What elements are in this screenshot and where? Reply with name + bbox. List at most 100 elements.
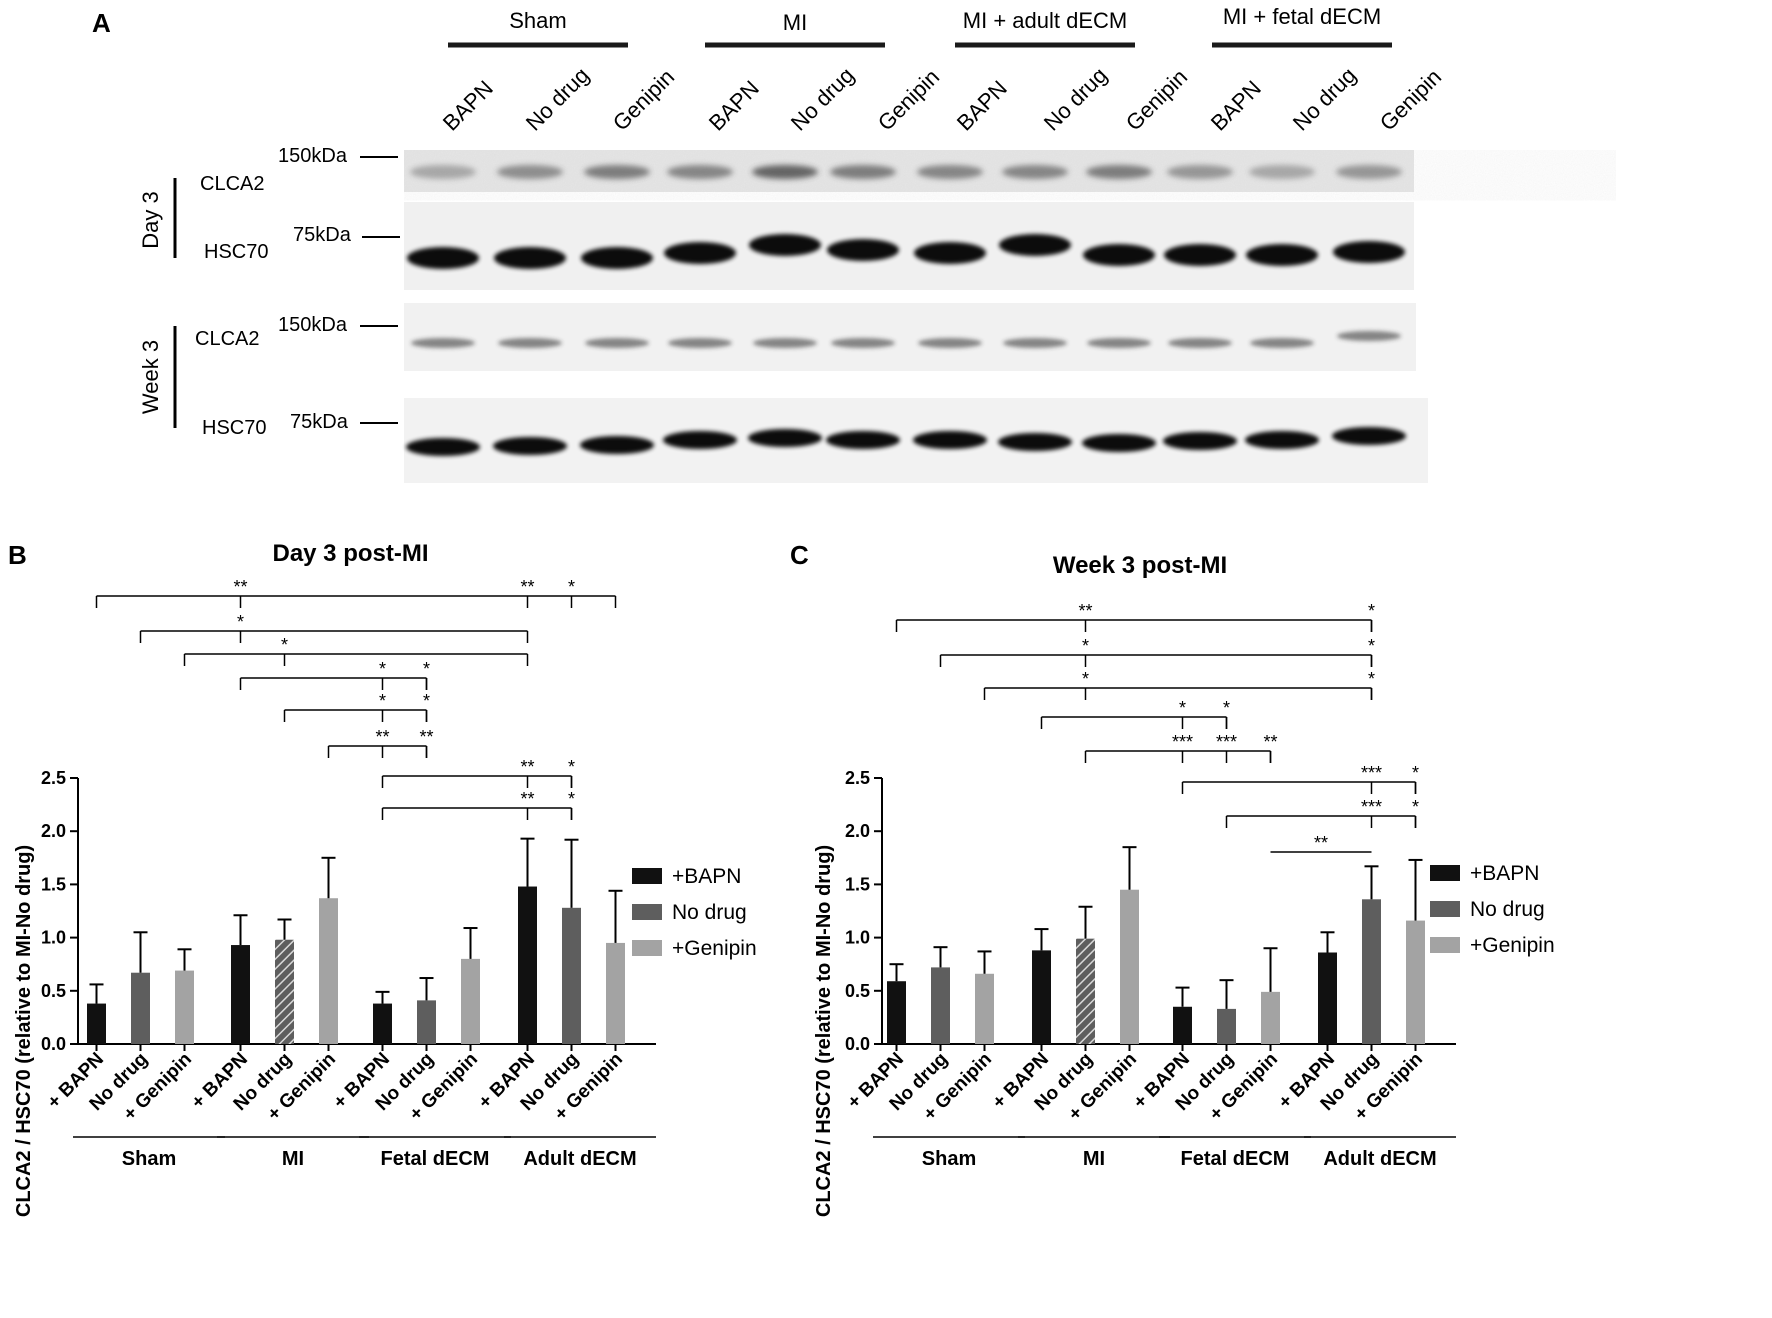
chart-b-title: Day 3 post-MI — [272, 540, 429, 567]
band-week3-clca2 — [831, 338, 895, 348]
sig-star: * — [1368, 601, 1375, 621]
header-fetal-decm: MI + fetal dECM — [1223, 4, 1381, 29]
band-day3-clca2 — [497, 165, 563, 179]
protein-day3-clca2: CLCA2 — [200, 173, 264, 195]
band-week3-hsc70 — [1332, 427, 1406, 445]
legend-label: No drug — [1470, 898, 1545, 921]
sig-star: ** — [419, 727, 433, 747]
western-blot-figure: Sham MI MI + adult dECM MI + fetal dECM … — [138, 4, 1446, 483]
band-week3-hsc70 — [748, 429, 822, 447]
group-label: Fetal dECM — [1181, 1148, 1290, 1170]
bar — [1318, 952, 1337, 1044]
group-label: MI — [282, 1148, 304, 1170]
bar — [887, 981, 906, 1044]
bar — [275, 939, 294, 1044]
band-week3-hsc70 — [663, 431, 737, 449]
y-axis-label: CLCA2 / HSC70 (relative to MI-No drug) — [813, 845, 835, 1217]
band-week3-clca2 — [585, 338, 649, 348]
sig-star: * — [1223, 698, 1230, 718]
band-week3-hsc70 — [1163, 432, 1237, 450]
bar — [1217, 1008, 1236, 1044]
blot-bands — [406, 165, 1406, 456]
band-week3-clca2 — [498, 338, 562, 348]
legend-label: +Genipin — [1470, 934, 1555, 957]
sig-star: ** — [520, 789, 534, 809]
sig-star: *** — [1172, 732, 1193, 752]
sig-star: * — [568, 577, 575, 597]
band-week3-clca2 — [1003, 338, 1067, 348]
band-day3-hsc70 — [999, 234, 1071, 256]
header-sham: Sham — [509, 8, 566, 33]
timepoint-week3: Week 3 — [138, 340, 163, 414]
band-day3-clca2 — [752, 165, 818, 179]
band-day3-clca2 — [830, 165, 896, 179]
chart-c-week3: 0.0 0.5 1.0 1.5 2.0 2.5 CLCA2 / HSC70 (relativ… — [813, 601, 1555, 1217]
band-day3-hsc70 — [914, 242, 986, 264]
band-day3-clca2 — [1249, 165, 1315, 179]
sig-star: * — [423, 691, 430, 711]
band-week3-clca2 — [1087, 338, 1151, 348]
protein-week3-hsc70: HSC70 — [202, 417, 266, 439]
group-label: Sham — [122, 1148, 176, 1170]
lane-label: Genipin — [608, 64, 679, 135]
sig-star: * — [379, 691, 386, 711]
sig-star: * — [1082, 669, 1089, 689]
band-week3-clca2 — [1168, 338, 1232, 348]
sig-star: * — [423, 659, 430, 679]
y-tick-label: 0.5 — [845, 981, 870, 1001]
band-week3-hsc70 — [913, 431, 987, 449]
sig-star: * — [1412, 797, 1419, 817]
sig-star: * — [1368, 636, 1375, 656]
bar — [1406, 920, 1425, 1044]
legend-swatch — [632, 940, 662, 956]
sig-star: ** — [1314, 833, 1328, 853]
sig-star: ** — [520, 757, 534, 777]
legend-label: +BAPN — [1470, 862, 1539, 885]
sig-star: * — [1082, 636, 1089, 656]
band-week3-hsc70 — [580, 436, 654, 454]
lane-label: BAPN — [704, 75, 764, 135]
band-week3-clca2 — [753, 338, 817, 348]
sig-star: ** — [520, 577, 534, 597]
sig-star: *** — [1361, 763, 1382, 783]
bar — [1032, 950, 1051, 1044]
bar — [931, 967, 950, 1044]
band-day3-hsc70 — [1083, 244, 1155, 266]
band-day3-clca2 — [1336, 165, 1402, 179]
band-day3-hsc70 — [581, 247, 653, 269]
y-tick-label: 1.0 — [845, 928, 870, 948]
y-tick-label: 0.0 — [41, 1034, 66, 1054]
lane-labels: BAPN No drug Genipin BAPN No drug Genipin BAPN… — [438, 63, 1446, 136]
bar — [1120, 889, 1139, 1044]
band-week3-hsc70 — [998, 433, 1072, 451]
y-tick-label: 0.5 — [41, 981, 66, 1001]
legend-label: +Genipin — [672, 937, 757, 960]
bar — [606, 942, 625, 1044]
band-day3-clca2 — [1086, 165, 1152, 179]
sig-star: * — [1179, 698, 1186, 718]
sig-star: *** — [1361, 797, 1382, 817]
band-day3-hsc70 — [1333, 241, 1405, 263]
lane-label: BAPN — [1206, 75, 1266, 135]
y-tick-label: 1.5 — [845, 874, 870, 894]
marker-week3-clca2: 150kDa — [278, 314, 348, 336]
timepoint-day3: Day 3 — [138, 191, 163, 248]
band-day3-hsc70 — [1164, 244, 1236, 266]
header-mi: MI — [783, 10, 807, 35]
bar — [319, 898, 338, 1044]
protein-day3-hsc70: HSC70 — [204, 241, 268, 263]
band-day3-hsc70 — [749, 234, 821, 256]
bar — [975, 973, 994, 1044]
bar — [461, 958, 480, 1044]
legend-label: +BAPN — [672, 865, 741, 888]
bar — [1261, 991, 1280, 1044]
lane-label: BAPN — [952, 75, 1012, 135]
band-week3-hsc70 — [826, 431, 900, 449]
band-week3-clca2 — [668, 338, 732, 348]
group-label: Adult dECM — [1323, 1148, 1436, 1170]
legend-swatch — [1430, 865, 1460, 881]
lane-label: BAPN — [438, 75, 498, 135]
band-day3-clca2 — [1167, 165, 1233, 179]
bar — [87, 1003, 106, 1044]
band-day3-clca2 — [667, 165, 733, 179]
